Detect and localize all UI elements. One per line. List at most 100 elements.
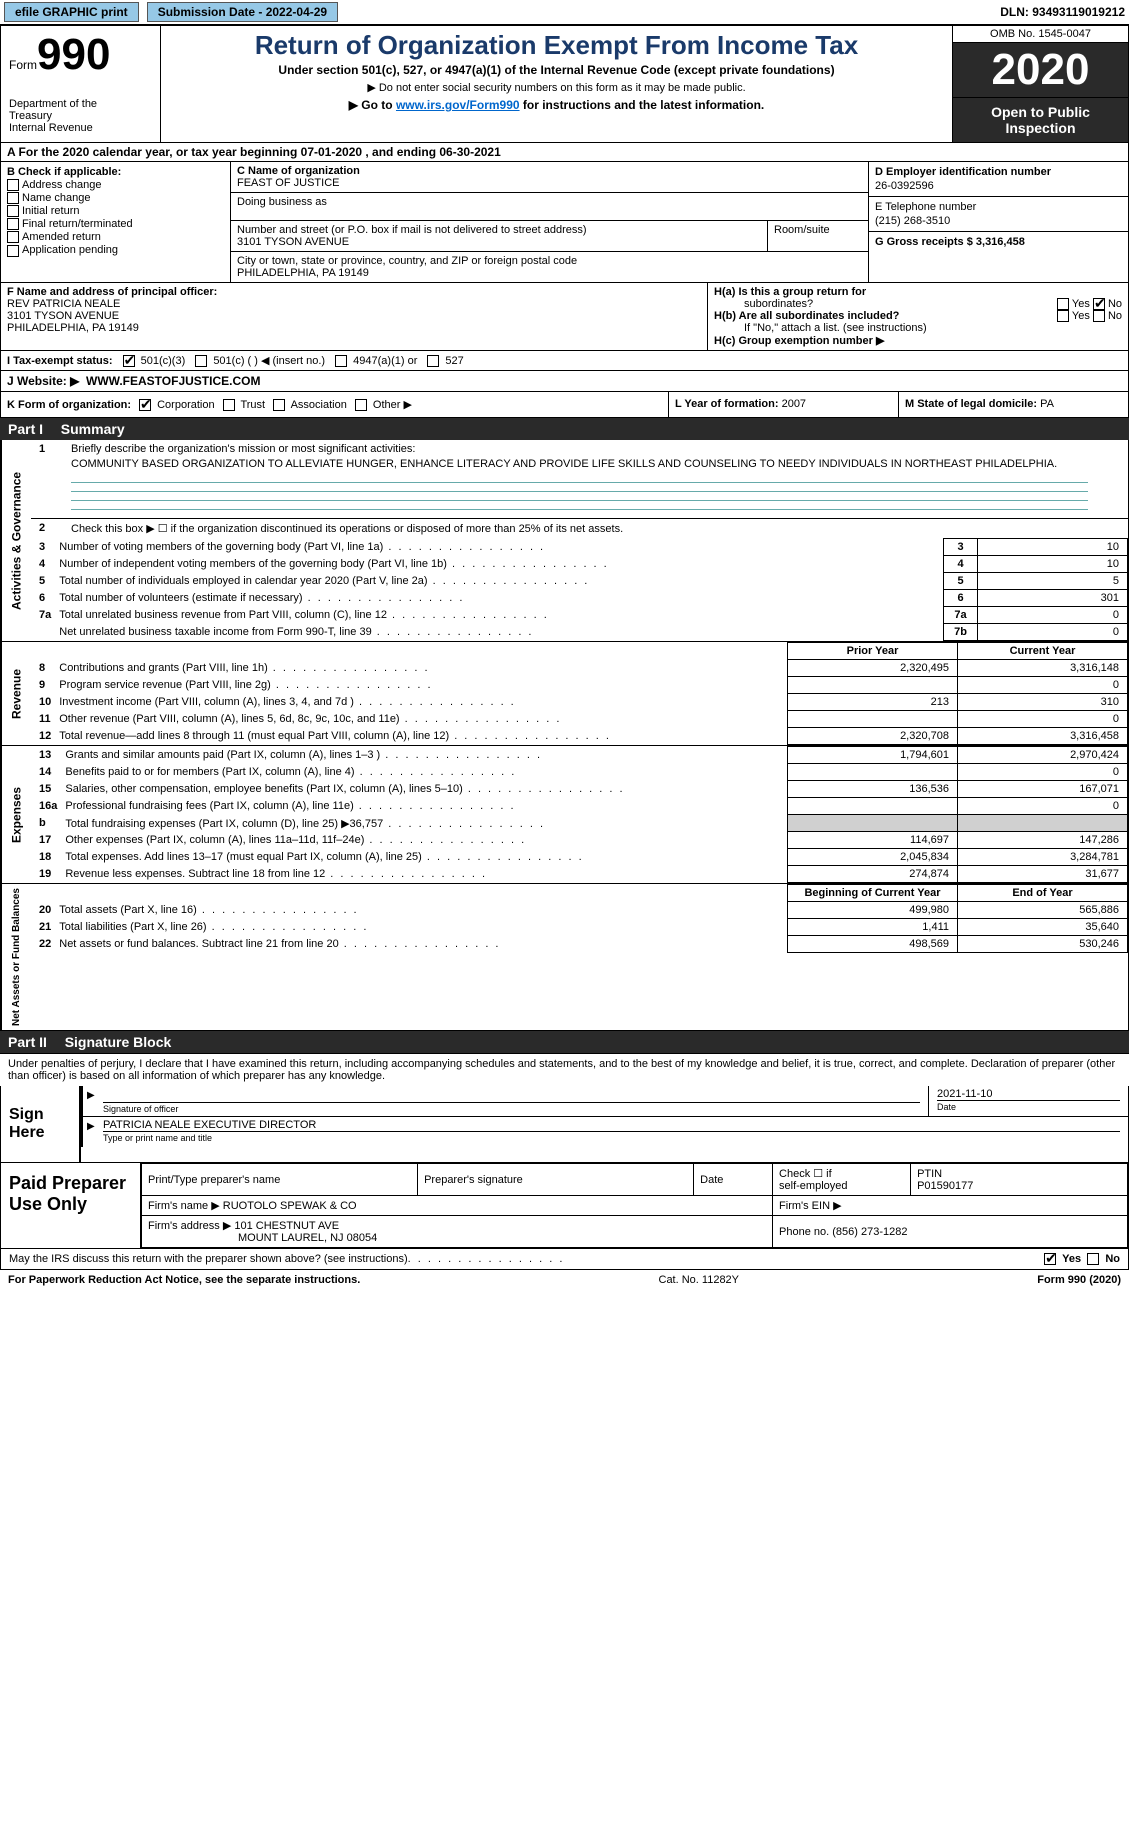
box-h: H(a) Is this a group return for subordin…	[708, 283, 1128, 350]
prep-date-label: Date	[694, 1164, 773, 1196]
gross-receipts-value: 3,316,458	[976, 236, 1025, 248]
form-ref: Form 990 (2020)	[1037, 1274, 1121, 1286]
hb-note: If "No," attach a list. (see instruction…	[714, 322, 1122, 334]
chk-527[interactable]	[427, 355, 439, 367]
col-current-year: Current Year	[958, 643, 1128, 660]
sign-here-block: Sign Here Signature of officer 2021-11-1…	[0, 1086, 1129, 1163]
officer-printed-name: PATRICIA NEALE EXECUTIVE DIRECTOR	[103, 1119, 1120, 1131]
box-b: B Check if applicable: Address change Na…	[1, 162, 231, 282]
firm-addr2: MOUNT LAUREL, NJ 08054	[148, 1232, 377, 1244]
table-row: 15Salaries, other compensation, employee…	[31, 781, 1128, 798]
chk-amended-return[interactable]: Amended return	[7, 231, 224, 243]
chk-name-change[interactable]: Name change	[7, 192, 224, 204]
website-value: WWW.FEASTOFJUSTICE.COM	[86, 374, 260, 388]
chk-trust[interactable]	[223, 399, 235, 411]
officer-street: 3101 TYSON AVENUE	[7, 310, 119, 322]
box-f: F Name and address of principal officer:…	[1, 283, 707, 337]
expenses-block: Expenses 13Grants and similar amounts pa…	[0, 746, 1129, 884]
firm-ein-cell: Firm's EIN ▶	[773, 1196, 1128, 1216]
box-b-heading: B Check if applicable:	[7, 166, 121, 178]
table-row: 21Total liabilities (Part X, line 26)1,4…	[31, 919, 1128, 936]
hc-label: H(c) Group exemption number ▶	[714, 335, 884, 347]
box-m: M State of legal domicile: PA	[898, 392, 1128, 417]
officer-name-cell: PATRICIA NEALE EXECUTIVE DIRECTOR Type o…	[81, 1117, 1128, 1147]
paid-preparer-label: Paid Preparer Use Only	[1, 1163, 141, 1248]
prep-sig-label: Preparer's signature	[418, 1164, 694, 1196]
discuss-no[interactable]	[1087, 1253, 1099, 1265]
firm-addr1: 101 CHESTNUT AVE	[234, 1220, 339, 1232]
city-row: City or town, state or province, country…	[231, 252, 868, 282]
discuss-yes[interactable]	[1044, 1253, 1056, 1265]
submission-date-button[interactable]: Submission Date - 2022-04-29	[147, 2, 338, 22]
chk-address-change[interactable]: Address change	[7, 179, 224, 191]
year-formation: 2007	[782, 398, 806, 410]
revenue-table: Prior YearCurrent Year 8Contributions an…	[31, 642, 1128, 745]
officer-signature-cell[interactable]: Signature of officer	[81, 1086, 928, 1116]
goto-note: ▶ Go to www.irs.gov/Form990 for instruct…	[167, 98, 946, 112]
efile-print-button[interactable]: efile GRAPHIC print	[4, 2, 139, 22]
chk-application-pending[interactable]: Application pending	[7, 244, 224, 256]
box-c: C Name of organization FEAST OF JUSTICE …	[231, 162, 868, 282]
table-row: 18Total expenses. Add lines 13–17 (must …	[31, 849, 1128, 866]
side-label-netassets: Net Assets or Fund Balances	[1, 884, 31, 1030]
tax-status-row: I Tax-exempt status: 501(c)(3) 501(c) ( …	[0, 351, 1129, 371]
table-row: 3Number of voting members of the governi…	[31, 539, 1128, 556]
ssn-note: ▶ Do not enter social security numbers o…	[167, 81, 946, 94]
hb-yes[interactable]	[1057, 310, 1069, 322]
ha-no[interactable]	[1093, 298, 1105, 310]
table-row: 17Other expenses (Part IX, column (A), l…	[31, 832, 1128, 849]
hb-no[interactable]	[1093, 310, 1105, 322]
chk-other[interactable]	[355, 399, 367, 411]
firm-phone: (856) 273-1282	[832, 1226, 907, 1238]
table-row: 7aTotal unrelated business revenue from …	[31, 607, 1128, 624]
table-row: 5Total number of individuals employed in…	[31, 573, 1128, 590]
mission-text: COMMUNITY BASED ORGANIZATION TO ALLEVIAT…	[31, 458, 1128, 474]
firm-name-cell: Firm's name ▶ RUOTOLO SPEWAK & CO	[142, 1196, 773, 1216]
cat-no: Cat. No. 11282Y	[360, 1274, 1037, 1286]
signature-intro: Under penalties of perjury, I declare th…	[0, 1053, 1129, 1086]
paid-preparer-block: Paid Preparer Use Only Print/Type prepar…	[0, 1163, 1129, 1249]
form-word: Form	[9, 58, 37, 72]
activities-governance-block: Activities & Governance 1Briefly describ…	[0, 440, 1129, 642]
sign-here-label: Sign Here	[1, 1086, 81, 1162]
discuss-row: May the IRS discuss this return with the…	[0, 1249, 1129, 1270]
table-row: 9Program service revenue (Part VIII, lin…	[31, 677, 1128, 694]
form-header: Form990 Department of the Treasury Inter…	[0, 25, 1129, 143]
dln-label: DLN: 93493119019212	[1000, 5, 1125, 19]
chk-assoc[interactable]	[273, 399, 285, 411]
col-eoy: End of Year	[958, 885, 1128, 902]
state-domicile: PA	[1040, 398, 1054, 410]
side-label-revenue: Revenue	[1, 642, 31, 745]
org-city: PHILADELPHIA, PA 19149	[237, 267, 369, 279]
open-to-public: Open to PublicInspection	[953, 98, 1128, 142]
table-row: 20Total assets (Part X, line 16)499,9805…	[31, 902, 1128, 919]
omb-cell: OMB No. 1545-0047 2020 Open to PublicIns…	[953, 26, 1128, 142]
table-row: 4Number of independent voting members of…	[31, 556, 1128, 573]
side-label-expenses: Expenses	[1, 746, 31, 883]
ha-yes[interactable]	[1057, 298, 1069, 310]
phone-row: E Telephone number (215) 268-3510	[869, 197, 1128, 232]
chk-corp[interactable]	[139, 399, 151, 411]
address-row: Number and street (or P.O. box if mail i…	[231, 221, 868, 252]
side-label-governance: Activities & Governance	[1, 440, 31, 641]
chk-501c3[interactable]	[123, 355, 135, 367]
chk-initial-return[interactable]: Initial return	[7, 205, 224, 217]
form-id-cell: Form990 Department of the Treasury Inter…	[1, 26, 161, 142]
chk-final-return[interactable]: Final return/terminated	[7, 218, 224, 230]
self-employed-cell[interactable]: Check ☐ ifself-employed	[773, 1164, 911, 1196]
table-row: 10Investment income (Part VIII, column (…	[31, 694, 1128, 711]
room-suite-label: Room/suite	[768, 221, 868, 251]
org-name: FEAST OF JUSTICE	[237, 177, 339, 189]
ein-row: D Employer identification number 26-0392…	[869, 162, 1128, 197]
netassets-table: Beginning of Current YearEnd of Year 20T…	[31, 884, 1128, 953]
table-row: 14Benefits paid to or for members (Part …	[31, 764, 1128, 781]
sign-date-value: 2021-11-10	[937, 1088, 1120, 1100]
q2-label: Check this box ▶ ☐ if the organization d…	[71, 522, 623, 535]
chk-501c[interactable]	[195, 355, 207, 367]
irs-link[interactable]: www.irs.gov/Form990	[396, 98, 520, 112]
officer-city: PHILADELPHIA, PA 19149	[7, 322, 139, 334]
ptin-value: P01590177	[917, 1180, 973, 1192]
tax-year-period: A For the 2020 calendar year, or tax yea…	[0, 143, 1129, 162]
table-row: 22Net assets or fund balances. Subtract …	[31, 936, 1128, 953]
chk-4947[interactable]	[335, 355, 347, 367]
